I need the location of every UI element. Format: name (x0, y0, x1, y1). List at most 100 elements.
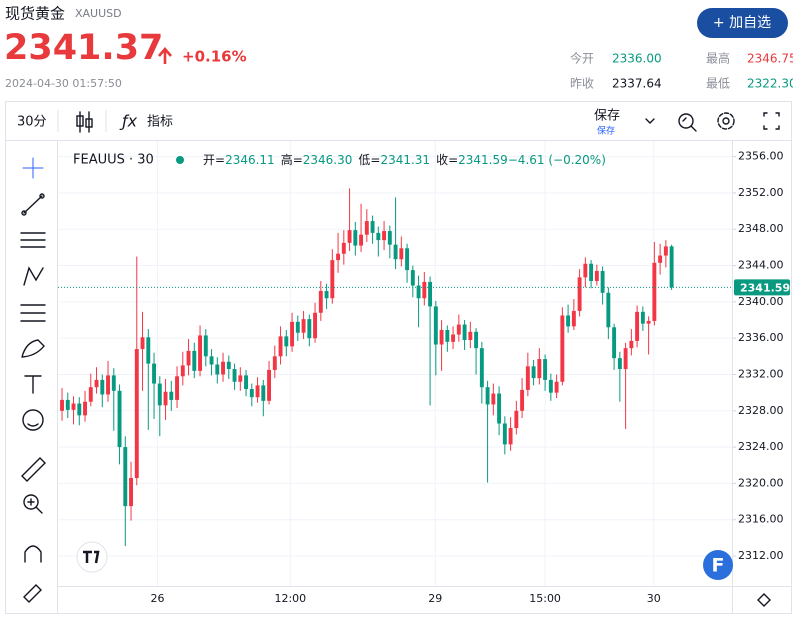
interval[interactable]: 30分 (17, 115, 47, 130)
candle-body (629, 340, 634, 349)
candle-body (451, 334, 456, 342)
candle-body (88, 387, 93, 402)
legend-value: 2346.11 (225, 153, 275, 167)
candle-body (600, 270, 605, 293)
axis-settings-icon[interactable] (757, 593, 771, 607)
legend-value: 2341.31 (380, 153, 430, 167)
candle-body (410, 270, 415, 286)
candle-body (180, 365, 185, 377)
candle-body (249, 389, 254, 398)
y-tick-label: 2328.00 (738, 404, 784, 417)
candle-body (445, 330, 450, 342)
y-tick-label: 2344.00 (738, 259, 784, 272)
candle-body (60, 399, 64, 411)
stat-value: 2337.64 (612, 77, 662, 91)
candle-body (658, 255, 663, 263)
candle-body (479, 348, 484, 388)
candle-body (543, 359, 548, 380)
candle-body (577, 277, 582, 311)
candle-body (152, 363, 156, 384)
candle-body (548, 379, 553, 393)
save-sub[interactable]: 保存 (597, 125, 615, 137)
candle-body (382, 231, 387, 241)
candle-body (364, 221, 369, 235)
stat-value: 2336.00 (612, 52, 662, 66)
broker-logo-letter: F (712, 555, 725, 577)
candle-body (594, 270, 599, 281)
y-tick-label: 2312.00 (738, 549, 784, 562)
candle-body (163, 391, 168, 406)
add-watch-label[interactable]: + 加自选 (713, 15, 771, 31)
candle-body (560, 315, 565, 382)
candle-body (566, 315, 571, 327)
stat-value: 2346.75 (747, 52, 793, 66)
candle-body (370, 221, 375, 233)
candle-body (94, 379, 99, 388)
candle-body (353, 230, 358, 246)
candle-body (416, 285, 421, 299)
candle-body (405, 248, 410, 271)
candle-body (433, 306, 438, 345)
candle-body (267, 369, 272, 401)
candle-body (106, 375, 110, 395)
settings-icon[interactable] (717, 112, 735, 130)
y-tick-label: 2332.00 (738, 367, 784, 380)
up-arrow (158, 47, 172, 64)
stat-label: 昨收 (570, 77, 594, 91)
candle-body (169, 391, 174, 400)
price: 2341.37 (4, 28, 163, 68)
drawing-tools[interactable] (20, 157, 46, 603)
candle-body (134, 349, 139, 478)
candle-body (554, 381, 559, 393)
candle-body (244, 375, 249, 390)
candle-body (439, 330, 444, 345)
indicators[interactable]: 指标 (147, 115, 173, 130)
candle-body (485, 387, 490, 405)
candle-body (359, 234, 364, 246)
candle-body (324, 290, 329, 299)
candle-body (508, 428, 513, 445)
candle-body (663, 246, 668, 256)
candle-body (456, 324, 461, 335)
candle-body (192, 350, 197, 371)
candle-body (422, 281, 427, 299)
add-watch-button[interactable] (697, 8, 788, 38)
fx-icon[interactable]: ƒx (119, 112, 138, 131)
candle-body (123, 447, 128, 507)
legend-label: 收= (436, 153, 458, 167)
chevron[interactable] (645, 118, 655, 124)
x-tick-label: 26 (150, 592, 164, 605)
symbol: XAUUSD (75, 7, 122, 20)
candle-body (341, 242, 346, 254)
alert-icon[interactable] (678, 113, 697, 132)
candle-body (100, 379, 105, 395)
fullscreen-icon[interactable] (763, 112, 780, 130)
candle-body (111, 375, 116, 391)
y-tick-label: 2320.00 (738, 476, 784, 489)
candle-style-icon[interactable] (76, 111, 93, 133)
x-tick-label: 12:00 (274, 592, 306, 605)
x-tick-label: 30 (647, 592, 661, 605)
candle-body (623, 348, 628, 370)
y-tick-label: 2324.00 (738, 440, 784, 453)
y-tick-label: 2316.00 (738, 513, 784, 526)
title: 现货黄金 (5, 5, 65, 23)
stat-label: 今开 (570, 51, 594, 66)
candle-body (514, 410, 519, 429)
candle-body (531, 366, 536, 379)
candle-body (255, 385, 260, 398)
candle-body (209, 356, 214, 365)
save[interactable]: 保存 (594, 109, 620, 124)
candle-body (428, 281, 433, 307)
legend-label: 低= (358, 153, 380, 167)
candle-body (635, 311, 640, 341)
candle-body (215, 364, 220, 375)
candle-body (313, 312, 318, 339)
candle-body (232, 369, 237, 382)
candle-body (520, 389, 525, 411)
candle-body (537, 359, 542, 379)
chart-frame (5, 101, 792, 614)
legend-value: 2341.59 (458, 153, 508, 167)
candle-body (617, 358, 622, 370)
